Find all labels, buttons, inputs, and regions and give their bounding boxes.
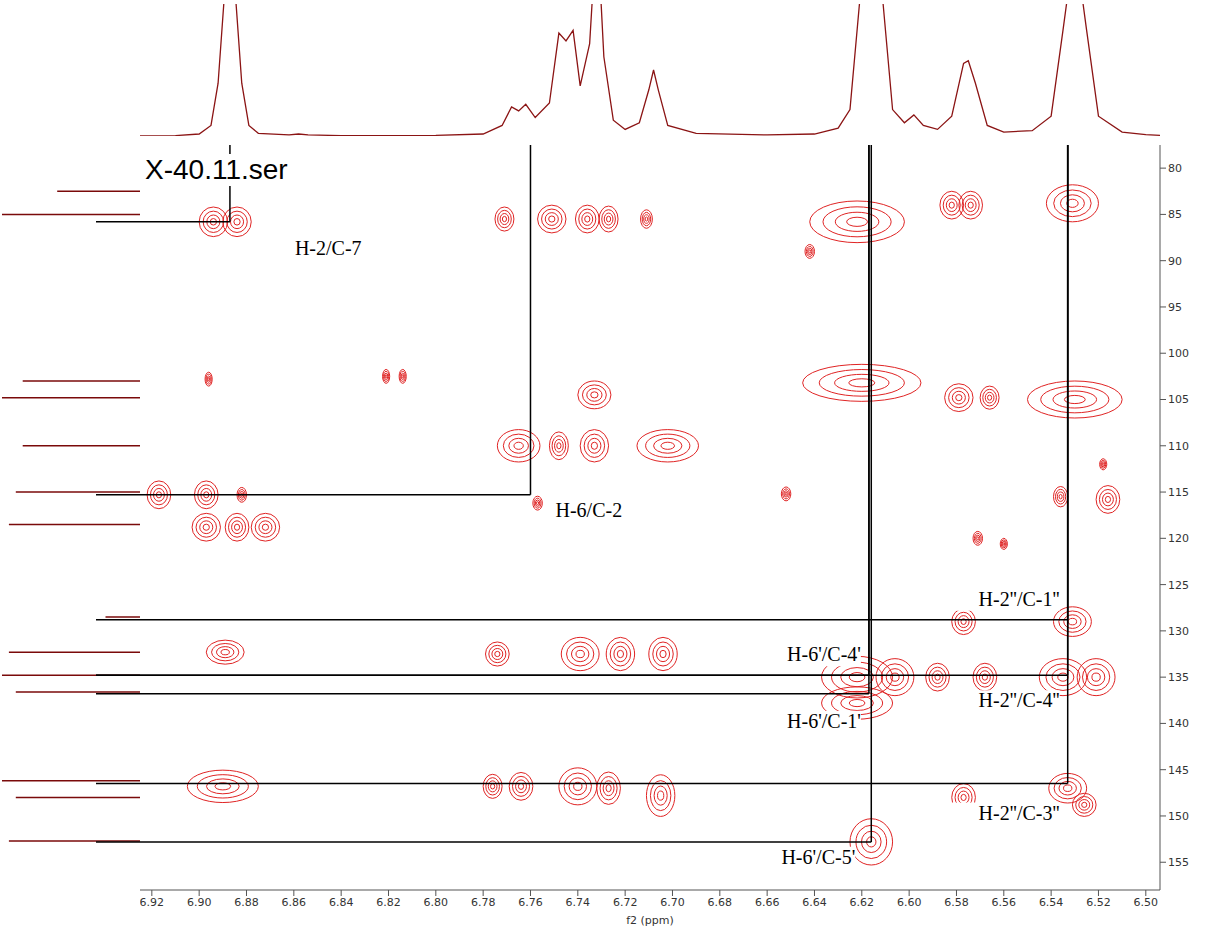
svg-text:130: 130 <box>1168 625 1189 638</box>
svg-text:6.72: 6.72 <box>613 896 638 909</box>
svg-text:6.80: 6.80 <box>424 896 449 909</box>
svg-text:135: 135 <box>1168 671 1189 684</box>
svg-text:6.60: 6.60 <box>897 896 922 909</box>
svg-text:H-6'/C-1': H-6'/C-1' <box>787 710 861 732</box>
svg-text:6.66: 6.66 <box>755 896 780 909</box>
svg-text:6.84: 6.84 <box>329 896 354 909</box>
svg-text:120: 120 <box>1168 532 1189 545</box>
svg-text:6.54: 6.54 <box>1039 896 1064 909</box>
svg-text:6.78: 6.78 <box>471 896 496 909</box>
svg-text:H-2''/C-3'': H-2''/C-3'' <box>979 802 1060 824</box>
svg-text:105: 105 <box>1168 393 1189 406</box>
svg-text:H-2/C-7: H-2/C-7 <box>295 237 362 259</box>
svg-text:H-2''/C-1'': H-2''/C-1'' <box>979 588 1060 610</box>
svg-text:85: 85 <box>1168 208 1182 221</box>
svg-text:6.64: 6.64 <box>802 896 827 909</box>
svg-text:145: 145 <box>1168 764 1189 777</box>
svg-text:f2 (ppm): f2 (ppm) <box>626 914 674 926</box>
svg-text:125: 125 <box>1168 579 1189 592</box>
svg-text:6.52: 6.52 <box>1086 896 1111 909</box>
svg-text:6.92: 6.92 <box>140 896 164 909</box>
svg-text:6.68: 6.68 <box>708 896 733 909</box>
svg-text:6.50: 6.50 <box>1134 896 1159 909</box>
svg-text:6.58: 6.58 <box>944 896 969 909</box>
svg-text:155: 155 <box>1168 856 1189 869</box>
svg-text:100: 100 <box>1168 347 1189 360</box>
svg-text:6.74: 6.74 <box>566 896 591 909</box>
svg-text:140: 140 <box>1168 717 1189 730</box>
svg-text:95: 95 <box>1168 301 1182 314</box>
svg-text:H-6'/C-4': H-6'/C-4' <box>787 643 861 665</box>
svg-text:6.82: 6.82 <box>376 896 401 909</box>
svg-text:110: 110 <box>1168 440 1189 453</box>
html-text:X-40.11.ser: X-40.11.ser <box>145 154 288 185</box>
svg-text:H-2''/C-4'': H-2''/C-4'' <box>979 689 1060 711</box>
svg-text:6.56: 6.56 <box>992 896 1017 909</box>
svg-text:H-6/C-2: H-6/C-2 <box>555 499 622 521</box>
svg-text:115: 115 <box>1168 486 1189 499</box>
svg-text:6.90: 6.90 <box>187 896 212 909</box>
svg-text:6.88: 6.88 <box>234 896 259 909</box>
svg-text:80: 80 <box>1168 162 1182 175</box>
svg-text:6.76: 6.76 <box>518 896 543 909</box>
svg-text:6.86: 6.86 <box>282 896 307 909</box>
svg-text:150: 150 <box>1168 810 1189 823</box>
svg-text:H-6'/C-5': H-6'/C-5' <box>781 846 855 868</box>
svg-text:6.70: 6.70 <box>660 896 685 909</box>
svg-text:6.62: 6.62 <box>850 896 875 909</box>
svg-text:90: 90 <box>1168 255 1182 268</box>
